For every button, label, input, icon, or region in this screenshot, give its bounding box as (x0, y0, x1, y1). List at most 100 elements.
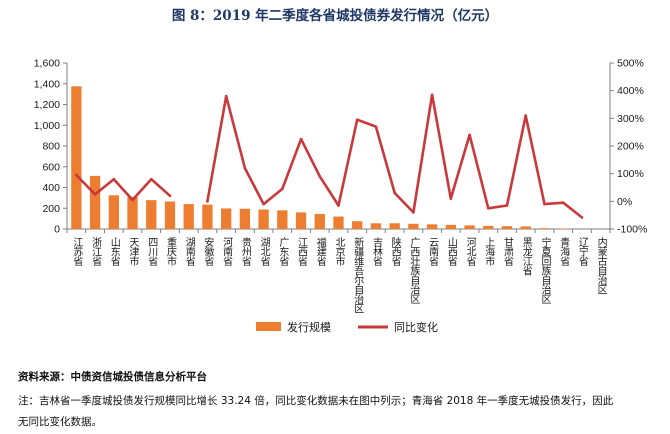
line-point (505, 204, 509, 207)
left-axis-ticks: 0 200 400 600 800 1,000 1,200 1,400 1,600 (34, 58, 67, 236)
line-point (112, 177, 116, 181)
bar (520, 226, 531, 229)
legend-bar-label: 发行规模 (287, 320, 331, 334)
bar (370, 223, 382, 229)
line-point (412, 211, 415, 214)
category-label: 福建省 (314, 236, 326, 267)
bar (164, 201, 176, 229)
bar (239, 208, 251, 229)
line-point (486, 206, 490, 210)
category-labels: 江苏省 浙江省 山东省 天津市 四川省 重庆市 湖南省 安徽省 河南省 贵州省 湖北省 广东省 江西省福… (71, 236, 607, 314)
line-point (243, 166, 247, 170)
bar (146, 200, 157, 229)
line-point (262, 202, 265, 206)
left-tick-label: 400 (42, 182, 60, 194)
category-label: 内蒙古自治区 (595, 236, 607, 295)
category-label: 辽宁省 (576, 237, 588, 267)
left-tick-label: 0 (54, 224, 60, 236)
bar (389, 223, 400, 229)
category-label: 重庆市 (164, 236, 176, 267)
bar (258, 209, 269, 229)
right-tick-label: 0% (617, 196, 632, 208)
category-label: 山西省 (445, 237, 457, 267)
category-label: 湖北省 (258, 237, 270, 267)
category-label: 浙江省 (90, 237, 102, 267)
line-point (580, 216, 584, 219)
line-point (149, 177, 153, 181)
category-label: 广东省 (277, 237, 289, 267)
left-tick-label: 1,600 (34, 58, 60, 70)
bar (333, 216, 344, 229)
bar (539, 228, 550, 229)
line-point (374, 125, 378, 128)
bar (501, 226, 513, 229)
category-label: 陕西省 (389, 236, 401, 267)
category-label: 贵州省 (239, 236, 251, 267)
left-tick-label: 200 (42, 203, 60, 215)
category-label: 新疆维吾尔自治区 (352, 236, 364, 314)
category-label: 吉林省 (370, 237, 382, 267)
bar (426, 224, 438, 229)
category-label: 湖南省 (183, 237, 195, 267)
source-note: 资料来源：中债资信城投债信息分析平台 (18, 371, 207, 383)
category-label: 安徽省 (202, 236, 214, 267)
left-tick-label: 1,000 (34, 120, 60, 132)
line-point (131, 198, 134, 202)
line-point (224, 94, 228, 98)
line-point (168, 194, 172, 198)
line-point (449, 197, 453, 200)
bar (445, 224, 456, 229)
left-tick-label: 1,400 (34, 78, 60, 90)
right-tick-label: 100% (617, 168, 644, 180)
line-point (468, 133, 471, 137)
category-label: 河南省 (221, 237, 233, 267)
line-point (75, 173, 78, 177)
bar (483, 225, 494, 229)
line-point (430, 93, 434, 97)
bar (71, 86, 82, 229)
bar (408, 223, 419, 229)
bar (352, 221, 363, 229)
bar-series (71, 86, 569, 229)
footnote-line-2: 无同比变化数据。 (18, 416, 102, 428)
category-label: 江苏省 (71, 237, 83, 267)
right-tick-label: -100% (617, 224, 647, 236)
category-label: 四川省 (146, 237, 158, 267)
bar (221, 208, 232, 229)
bar (108, 195, 119, 229)
category-label: 河北省 (464, 237, 476, 267)
right-tick-label: 400% (617, 85, 644, 97)
line-point (281, 187, 284, 191)
left-tick-label: 600 (42, 161, 60, 173)
right-axis-ticks: -100% 0% 100% 200% 300% 400% 500% (610, 58, 647, 236)
category-label: 上海市 (483, 237, 495, 267)
legend: 发行规模 同比变化 (256, 320, 438, 334)
legend-line-label: 同比变化 (394, 320, 438, 334)
line-series (75, 93, 584, 219)
line-point (524, 114, 528, 117)
footnote-line-1: 注：吉林省一季度城投债发行规模同比增长 33.24 倍，同比变化数据未在图中列示… (18, 395, 614, 407)
bar (558, 228, 569, 229)
line-segment (206, 93, 584, 219)
chart-title: 图 8：2019 年二季度各省城投债券发行情况（亿元） (171, 8, 499, 24)
line-segment (75, 173, 172, 202)
bar (183, 204, 194, 229)
category-label: 北京市 (333, 237, 345, 267)
bar (295, 212, 307, 229)
category-label: 黑龙江省 (520, 237, 532, 277)
line-point (337, 204, 340, 207)
bar (464, 225, 475, 229)
line-point (206, 200, 209, 203)
line-point (393, 191, 396, 195)
line-point (93, 193, 97, 196)
category-label: 青海省 (558, 236, 570, 267)
bar (127, 197, 138, 229)
right-tick-label: 300% (617, 113, 644, 125)
right-tick-label: 500% (617, 58, 644, 70)
left-tick-label: 800 (42, 141, 60, 153)
bar (89, 175, 101, 229)
category-label: 广西壮族自治区 (408, 237, 420, 304)
category-label: 宁夏回族自治区 (539, 236, 551, 304)
line-point (355, 118, 359, 122)
